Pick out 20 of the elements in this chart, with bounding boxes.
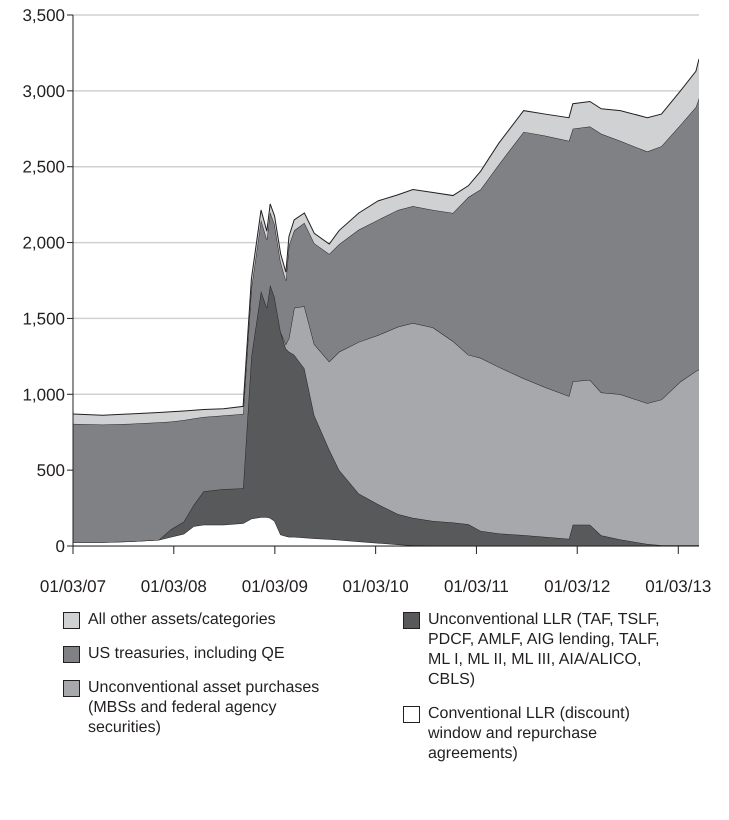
legend-label: Unconventional asset purchases (MBSs and federal agency securities)	[88, 678, 320, 738]
y-tick-label: 0	[56, 537, 65, 556]
y-tick-label: 1,500	[22, 309, 65, 328]
x-tick-label: 01/03/10	[342, 577, 409, 596]
legend-label: All other assets/categories	[88, 610, 277, 630]
legend-label: Unconventional LLR (TAF, TSLF, PDCF, AMLF, AIG lending, TALF, ML I, ML II, ML III, AIA/ALICO, CBLS)	[428, 610, 661, 690]
legend-label: US treasuries, including QE	[88, 644, 286, 664]
x-tick-label: 01/03/13	[645, 577, 712, 596]
y-tick-label: 1,000	[22, 385, 65, 404]
legend-label: Conventional LLR (discount) window and repurchase agreements)	[428, 704, 631, 764]
y-tick-label: 2,000	[22, 234, 65, 253]
x-tick-label: 01/03/09	[242, 577, 308, 596]
x-tick-label: 01/03/07	[40, 577, 106, 596]
y-tick-label: 3,000	[22, 82, 65, 101]
x-tick-label: 01/03/12	[544, 577, 610, 596]
y-tick-label: 3,500	[22, 6, 65, 26]
y-tick-label: 500	[36, 461, 65, 480]
x-tick-label: 01/03/08	[140, 577, 207, 596]
y-tick-label: 2,500	[22, 158, 65, 177]
x-tick-label: 01/03/11	[444, 577, 509, 596]
